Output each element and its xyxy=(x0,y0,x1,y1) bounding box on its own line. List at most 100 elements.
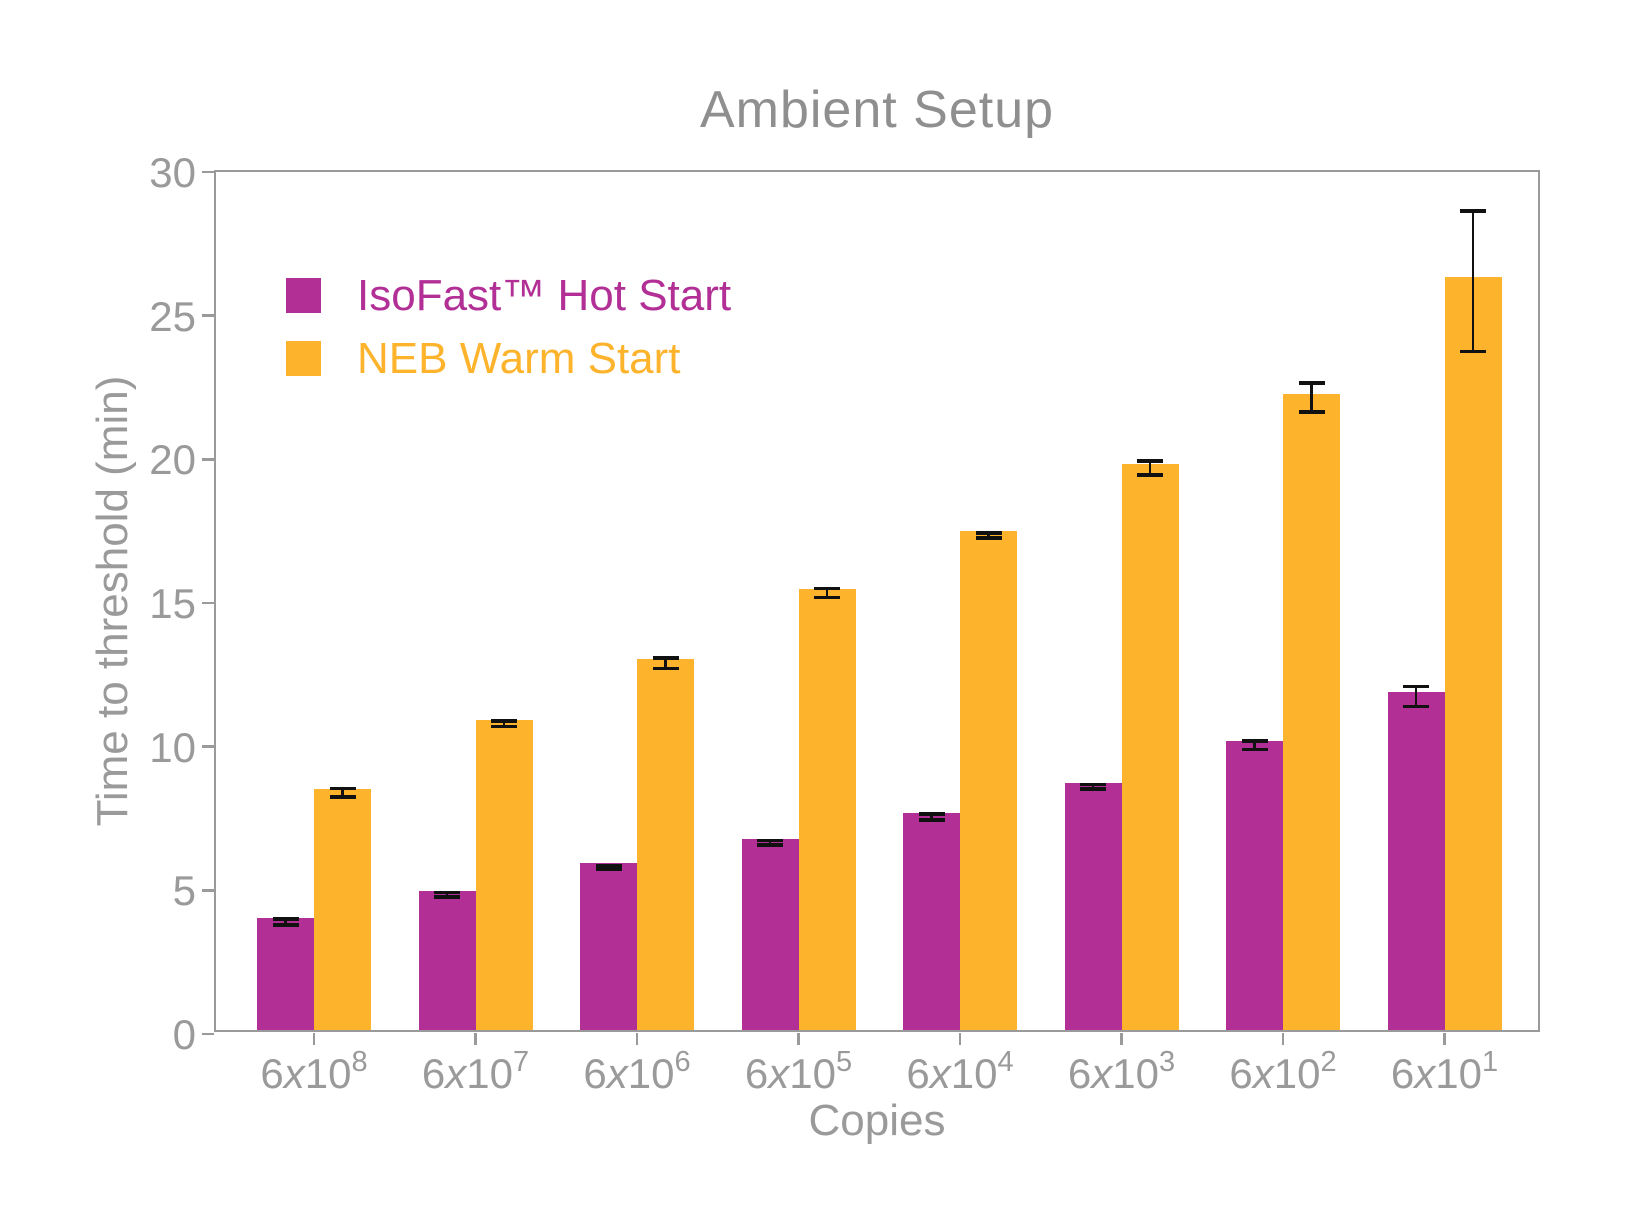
bar-neb-6x10^1 xyxy=(1444,277,1502,1030)
y-tick-label-15: 15 xyxy=(149,580,196,627)
errorbar-isofast-6x10^7-line xyxy=(445,892,449,897)
x-tick-6x10^7 xyxy=(474,1032,477,1045)
errorbar-neb-6x10^5-line xyxy=(825,588,829,598)
errorbar-isofast-6x10^4-cap-bottom xyxy=(918,818,945,822)
bar-isofast-6x10^7 xyxy=(418,890,476,1030)
errorbar-isofast-6x10^6-cap-bottom xyxy=(595,867,622,871)
errorbar-isofast-6x10^3-cap-bottom xyxy=(1080,787,1106,791)
errorbar-neb-6x10^1-cap-bottom xyxy=(1460,349,1486,354)
x-tick-label-6x10^6: 6x106 xyxy=(583,1046,691,1097)
legend-swatch-isofast-icon xyxy=(286,278,321,313)
x-tick-6x10^2 xyxy=(1281,1032,1285,1045)
errorbar-isofast-6x10^5-line xyxy=(768,840,772,846)
errorbar-neb-6x10^7-cap-bottom xyxy=(491,724,517,729)
x-tick-label-6x10^1: 6x101 xyxy=(1390,1046,1499,1097)
x-tick-label-6x10^4: 6x104 xyxy=(906,1046,1014,1097)
y-tick-5 xyxy=(201,889,214,892)
errorbar-isofast-6x10^4-cap-top xyxy=(918,812,945,816)
errorbar-isofast-6x10^2-line xyxy=(1253,740,1256,750)
errorbar-neb-6x10^8-line xyxy=(341,788,344,797)
y-tick-0 xyxy=(201,1032,214,1036)
bar-neb-6x10^6 xyxy=(637,659,694,1030)
x-tick-6x10^3 xyxy=(1120,1032,1123,1045)
y-tick-label-5: 5 xyxy=(172,867,196,915)
y-tick-label-25: 25 xyxy=(149,292,196,340)
legend-item-isofast: IsoFast™ Hot Start xyxy=(286,264,731,327)
errorbar-neb-6x10^3-cap-top xyxy=(1137,459,1163,463)
x-tick-6x10^6 xyxy=(635,1032,639,1045)
errorbar-neb-6x10^6-line xyxy=(664,658,667,669)
errorbar-isofast-6x10^8-line xyxy=(284,919,287,925)
bar-neb-6x10^3 xyxy=(1121,463,1179,1030)
errorbar-neb-6x10^3-cap-bottom xyxy=(1137,473,1163,477)
errorbar-isofast-6x10^1-cap-top xyxy=(1403,684,1429,689)
legend-label-isofast: IsoFast™ Hot Start xyxy=(357,270,732,320)
errorbar-neb-6x10^4-line xyxy=(987,533,990,538)
x-tick-6x10^5 xyxy=(797,1032,800,1045)
y-tick-30 xyxy=(201,170,214,174)
bar-neb-6x10^2 xyxy=(1283,393,1340,1030)
bar-isofast-6x10^2 xyxy=(1226,741,1283,1030)
bar-isofast-6x10^4 xyxy=(903,813,960,1030)
x-tick-label-6x10^3: 6x103 xyxy=(1067,1046,1176,1097)
bar-neb-6x10^8 xyxy=(314,788,371,1030)
x-tick-label-6x10^7: 6x107 xyxy=(421,1046,530,1097)
y-tick-label-10: 10 xyxy=(149,723,196,771)
errorbar-neb-6x10^8-cap-bottom xyxy=(329,795,356,799)
errorbar-neb-6x10^2-cap-top xyxy=(1298,381,1325,385)
bar-isofast-6x10^6 xyxy=(580,863,637,1030)
errorbar-neb-6x10^3-line xyxy=(1148,460,1152,476)
y-tick-10 xyxy=(201,745,214,748)
x-tick-label-6x10^5: 6x105 xyxy=(744,1046,853,1097)
legend-swatch-neb-icon xyxy=(286,341,321,376)
x-tick-6x10^1 xyxy=(1443,1032,1446,1045)
y-tick-label-20: 20 xyxy=(149,436,196,484)
x-tick-label-6x10^2: 6x102 xyxy=(1229,1046,1337,1097)
errorbar-neb-6x10^8-cap-top xyxy=(329,786,356,791)
errorbar-neb-6x10^6-cap-top xyxy=(652,656,679,660)
x-tick-label-6x10^8: 6x108 xyxy=(260,1046,368,1097)
x-tick-6x10^8 xyxy=(312,1032,316,1045)
legend-label-neb: NEB Warm Start xyxy=(357,333,681,383)
errorbar-isofast-6x10^4-line xyxy=(930,814,933,820)
errorbar-isofast-6x10^7-cap-top xyxy=(434,890,460,895)
errorbar-neb-6x10^4-cap-bottom xyxy=(975,536,1002,540)
errorbar-neb-6x10^6-cap-bottom xyxy=(652,666,679,671)
y-tick-label-0: 0 xyxy=(172,1011,196,1058)
errorbar-isofast-6x10^2-cap-top xyxy=(1241,739,1268,743)
x-axis-label: Copies xyxy=(808,1096,946,1145)
errorbar-isofast-6x10^5-cap-top xyxy=(757,838,783,843)
bar-neb-6x10^4 xyxy=(960,531,1017,1030)
y-tick-15 xyxy=(201,601,214,605)
errorbar-neb-6x10^5-cap-bottom xyxy=(814,595,840,599)
errorbar-isofast-6x10^3-line xyxy=(1091,784,1095,790)
bar-isofast-6x10^1 xyxy=(1387,692,1445,1030)
bar-isofast-6x10^8 xyxy=(257,917,314,1030)
plot-area: IsoFast™ Hot Start NEB Warm Start 0 5 10 15… xyxy=(149,152,1540,1095)
errorbar-isofast-6x10^3-cap-top xyxy=(1080,782,1106,787)
errorbar-neb-6x10^7-line xyxy=(502,720,506,727)
errorbar-neb-6x10^1-line xyxy=(1471,210,1475,352)
y-tick-label-30: 30 xyxy=(149,149,196,196)
bar-neb-6x10^7 xyxy=(475,719,533,1030)
errorbar-neb-6x10^1-cap-top xyxy=(1460,209,1486,213)
errorbar-isofast-6x10^6-cap-top xyxy=(595,863,622,868)
errorbar-isofast-6x10^1-cap-bottom xyxy=(1403,704,1429,709)
bar-neb-6x10^5 xyxy=(798,588,856,1030)
errorbar-neb-6x10^5-cap-top xyxy=(814,586,840,591)
errorbar-isofast-6x10^2-cap-bottom xyxy=(1241,747,1268,752)
errorbar-isofast-6x10^5-cap-bottom xyxy=(757,843,783,847)
errorbar-isofast-6x10^8-cap-bottom xyxy=(272,923,299,927)
x-tick-6x10^4 xyxy=(958,1032,962,1045)
bar-isofast-6x10^3 xyxy=(1064,782,1122,1030)
errorbar-isofast-6x10^7-cap-bottom xyxy=(434,895,460,899)
legend: IsoFast™ Hot Start NEB Warm Start xyxy=(286,264,731,390)
y-tick-20 xyxy=(201,458,214,461)
errorbar-neb-6x10^7-cap-top xyxy=(491,719,517,723)
errorbar-isofast-6x10^1-line xyxy=(1414,686,1418,707)
bar-isofast-6x10^5 xyxy=(741,838,799,1030)
y-tick-25 xyxy=(201,314,214,317)
errorbar-neb-6x10^2-line xyxy=(1310,383,1313,412)
legend-item-neb: NEB Warm Start xyxy=(286,327,731,390)
